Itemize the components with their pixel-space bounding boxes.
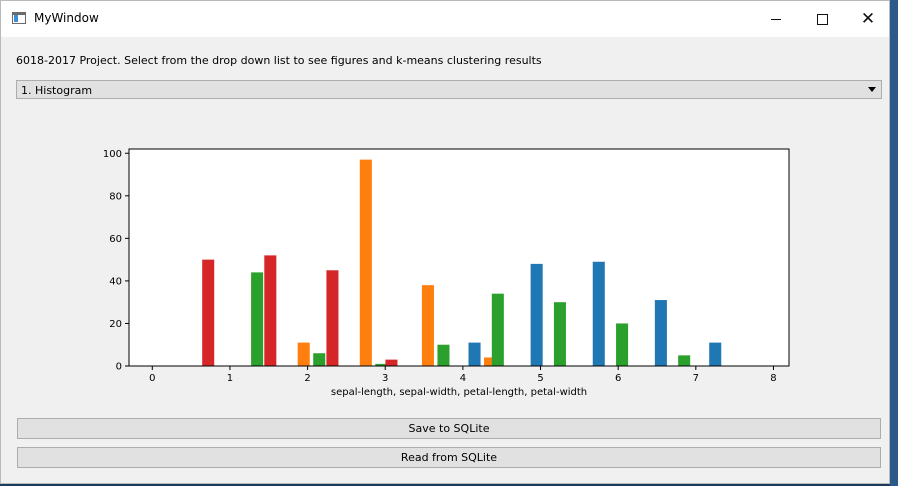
- close-button[interactable]: ✕: [845, 1, 891, 37]
- minimize-button[interactable]: [753, 1, 799, 37]
- bar-series-4: [202, 259, 215, 366]
- bar-series-1: [709, 342, 722, 366]
- x-axis-label: sepal-length, sepal-width, petal-length,…: [331, 387, 587, 398]
- desktop-background: [890, 0, 898, 486]
- bar-series-2: [484, 357, 497, 366]
- x-tick-label: 5: [537, 373, 543, 384]
- bar-series-3: [553, 302, 566, 366]
- plot-background: [129, 149, 789, 366]
- plot-frame: [128, 148, 790, 367]
- app-window-icon: [12, 12, 26, 24]
- bar-series-4: [326, 270, 339, 366]
- bar-series-3: [375, 363, 388, 366]
- bar-series-3: [616, 323, 629, 366]
- x-tick-label: 4: [460, 373, 466, 384]
- dropdown-selected-value: 1. Histogram: [21, 84, 93, 97]
- bar-series-4: [385, 359, 398, 366]
- window-title: MyWindow: [34, 11, 99, 25]
- minimize-icon: [771, 18, 781, 20]
- x-tick-label: 7: [693, 373, 699, 384]
- y-tick-label: 80: [109, 191, 122, 202]
- y-tick-label: 0: [116, 362, 122, 373]
- figure-select-dropdown[interactable]: 1. Histogram: [16, 80, 882, 99]
- x-tick-label: 1: [227, 373, 233, 384]
- bar-series-2: [421, 285, 434, 366]
- bar-series-3: [678, 355, 691, 366]
- x-tick-label: 3: [382, 373, 388, 384]
- bar-series-4: [264, 255, 277, 366]
- maximize-button[interactable]: [799, 1, 845, 37]
- read-from-sqlite-button[interactable]: Read from SQLite: [17, 447, 881, 468]
- x-tick-label: 6: [615, 373, 621, 384]
- bar-series-1: [654, 300, 667, 366]
- y-tick-label: 20: [109, 319, 122, 330]
- bar-series-1: [592, 261, 605, 366]
- title-bar[interactable]: MyWindow ✕: [1, 1, 889, 37]
- maximize-icon: [816, 13, 828, 25]
- bar-series-1: [530, 263, 543, 366]
- bar-series-3: [437, 344, 450, 366]
- close-icon: ✕: [860, 8, 876, 29]
- bar-series-3: [491, 293, 504, 366]
- y-tick-label: 60: [109, 234, 122, 245]
- x-tick-label: 8: [770, 373, 776, 384]
- x-tick-label: 2: [304, 373, 310, 384]
- bar-series-2: [359, 159, 372, 366]
- project-description: 6018-2017 Project. Select from the drop …: [16, 54, 542, 67]
- y-tick-label: 100: [103, 149, 122, 160]
- y-tick-label: 40: [109, 276, 122, 287]
- save-to-sqlite-button[interactable]: Save to SQLite: [17, 418, 881, 439]
- bar-series-1: [468, 342, 481, 366]
- bar-series-2: [297, 342, 310, 366]
- bar-series-3: [251, 272, 264, 366]
- bar-series-3: [313, 353, 326, 366]
- chevron-down-icon: [868, 87, 876, 92]
- x-tick-label: 0: [149, 373, 155, 384]
